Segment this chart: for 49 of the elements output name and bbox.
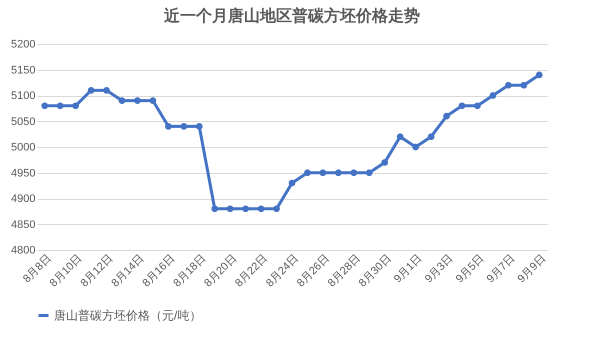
point: [366, 169, 373, 176]
point: [304, 169, 311, 176]
point: [396, 133, 404, 140]
x-tick-label: 9月1日: [392, 252, 425, 286]
point: [505, 82, 512, 89]
point: [320, 169, 326, 176]
point: [211, 205, 218, 212]
point: [381, 159, 388, 166]
y-tick-label: 5100: [11, 90, 36, 102]
point: [536, 72, 543, 78]
point: [165, 123, 172, 130]
x-tick-label: 9月3日: [422, 252, 456, 286]
point: [273, 205, 280, 212]
x-tick-label: 9月7日: [484, 252, 518, 286]
y-tick-label: 5000: [11, 142, 36, 154]
point: [118, 97, 126, 104]
point: [134, 97, 141, 104]
point: [428, 133, 434, 140]
point: [443, 112, 450, 120]
point: [88, 87, 94, 94]
y-tick-label: 5050: [11, 116, 36, 128]
y-tick-label: 5200: [11, 38, 36, 50]
point: [41, 102, 48, 110]
legend-label: 唐山普碳方坯价格（元/吨）: [54, 308, 202, 322]
point: [474, 102, 481, 110]
point: [288, 180, 296, 186]
point: [242, 205, 249, 212]
point: [150, 97, 156, 104]
point: [458, 102, 466, 110]
x-tick-label: 9月9日: [516, 252, 548, 286]
point: [412, 144, 419, 150]
point: [56, 102, 64, 110]
y-tick-label: 4800: [11, 244, 36, 256]
point: [226, 205, 234, 212]
y-tick-label: 4850: [11, 218, 36, 231]
point: [490, 92, 496, 99]
point: [520, 82, 528, 89]
point: [72, 102, 79, 110]
chart-title: 近一个月唐山地区普碳方坯价格走势: [163, 6, 420, 25]
point: [196, 123, 203, 130]
point: [350, 169, 358, 176]
point: [258, 205, 264, 212]
point: [103, 87, 110, 94]
point: [335, 169, 342, 176]
y-tick-label: 4950: [11, 167, 36, 180]
y-tick-label: 4900: [11, 193, 36, 205]
x-tick-label: 9月5日: [454, 252, 486, 286]
y-tick-label: 5150: [11, 64, 36, 76]
point: [180, 123, 188, 130]
